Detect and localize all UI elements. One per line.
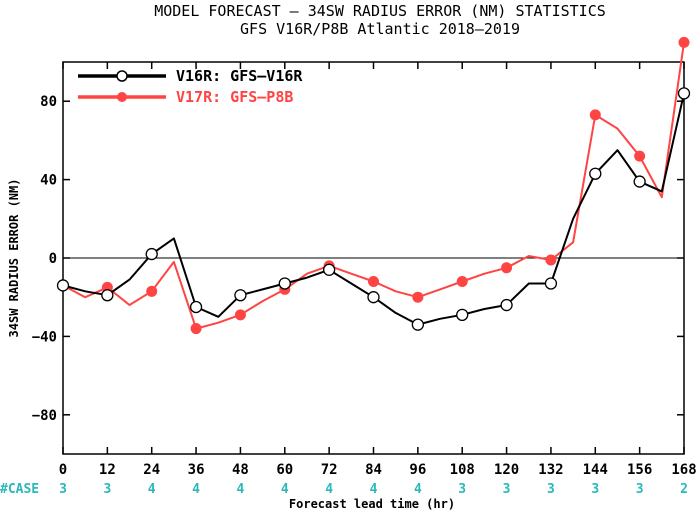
- case-count: 4: [148, 482, 156, 497]
- x-tick-label: 96: [409, 462, 426, 478]
- y-axis-label: 34SW RADIUS ERROR (NM): [7, 179, 21, 338]
- x-axis-label: Forecast lead time (hr): [289, 497, 455, 511]
- case-count: 3: [59, 482, 67, 497]
- y-tick-label: 80: [40, 94, 57, 110]
- data-point-v16r: [500, 298, 513, 312]
- case-count: 3: [103, 482, 111, 497]
- case-row: #CASE 3 3 4 4 4 4 4 4 4 3 3 3 3 3 2: [0, 482, 688, 497]
- data-point-v16r: [677, 87, 691, 100]
- x-axis: 0 12 24 36 48 60 72 84 96 108 120 132 144 156 168: [59, 62, 697, 478]
- y-tick-label: −40: [32, 329, 57, 345]
- case-count: 4: [281, 482, 289, 497]
- data-point-v17r: [589, 109, 601, 121]
- legend-label-v17r: V17R: GFS–P8B: [176, 88, 293, 106]
- x-tick-label: 120: [494, 462, 519, 478]
- data-point-v17r: [501, 262, 513, 274]
- x-tick-label: 156: [627, 462, 652, 478]
- case-count: 3: [591, 482, 599, 497]
- data-point-v16r: [56, 279, 70, 292]
- x-tick-label: 108: [450, 462, 475, 478]
- x-tick-label: 132: [538, 462, 563, 478]
- data-point-v16r: [589, 167, 602, 180]
- case-count: 4: [414, 482, 422, 497]
- data-point-v16r: [411, 318, 425, 331]
- chart-title: MODEL FORECAST – 34SW RADIUS ERROR (NM) …: [154, 2, 606, 20]
- case-count: 3: [547, 482, 555, 497]
- x-tick-label: 144: [583, 462, 608, 478]
- legend-marker-v16r: [116, 70, 128, 82]
- data-point-v16r: [544, 277, 558, 290]
- legend: V16R: GFS–V16R V17R: GFS–P8B: [78, 67, 303, 106]
- data-point-v16r: [278, 277, 291, 290]
- x-tick-label: 48: [232, 462, 249, 478]
- data-point-v17r: [234, 309, 246, 321]
- data-point-v17r: [412, 291, 424, 303]
- case-count: 3: [503, 482, 511, 497]
- data-point-v17r: [146, 285, 158, 297]
- data-point-v16r: [322, 263, 336, 276]
- data-point-v16r: [367, 291, 380, 304]
- data-point-v16r: [189, 300, 203, 314]
- case-count: 4: [370, 482, 378, 497]
- case-count: 4: [325, 482, 333, 497]
- y-axis: 80 40 0 −40 −80: [32, 94, 684, 424]
- data-point-v17r: [634, 150, 646, 162]
- case-label: #CASE: [0, 482, 39, 497]
- y-tick-label: 40: [40, 173, 57, 189]
- data-point-v16r: [101, 289, 114, 302]
- data-point-v16r: [633, 175, 646, 188]
- x-tick-label: 168: [671, 462, 696, 478]
- y-tick-label: −80: [32, 408, 57, 424]
- data-point-v17r: [368, 276, 379, 288]
- case-count: 3: [636, 482, 644, 497]
- legend-marker-v17r: [117, 92, 127, 102]
- x-tick-label: 0: [59, 462, 67, 478]
- case-count: 3: [458, 482, 466, 497]
- chart-subtitle: GFS V16R/P8B Atlantic 2018–2019: [240, 20, 520, 38]
- y-tick-label: 0: [49, 251, 57, 267]
- data-point-v16r: [145, 247, 158, 261]
- x-tick-label: 84: [365, 462, 382, 478]
- data-point-v16r: [234, 289, 247, 302]
- data-point-v17r: [545, 254, 557, 266]
- data-point-v17r: [190, 323, 202, 335]
- series-group: [56, 36, 691, 335]
- x-tick-label: 36: [188, 462, 205, 478]
- x-tick-label: 60: [276, 462, 293, 478]
- case-count: 4: [192, 482, 200, 497]
- data-point-v17r: [456, 276, 468, 288]
- case-count: 4: [237, 482, 245, 497]
- case-count: 2: [680, 482, 688, 497]
- x-tick-label: 24: [143, 462, 160, 478]
- x-tick-label: 72: [321, 462, 338, 478]
- data-point-v16r: [456, 308, 469, 321]
- data-point-v17r: [678, 36, 690, 48]
- x-tick-label: 12: [99, 462, 116, 478]
- legend-label-v16r: V16R: GFS–V16R: [176, 67, 303, 85]
